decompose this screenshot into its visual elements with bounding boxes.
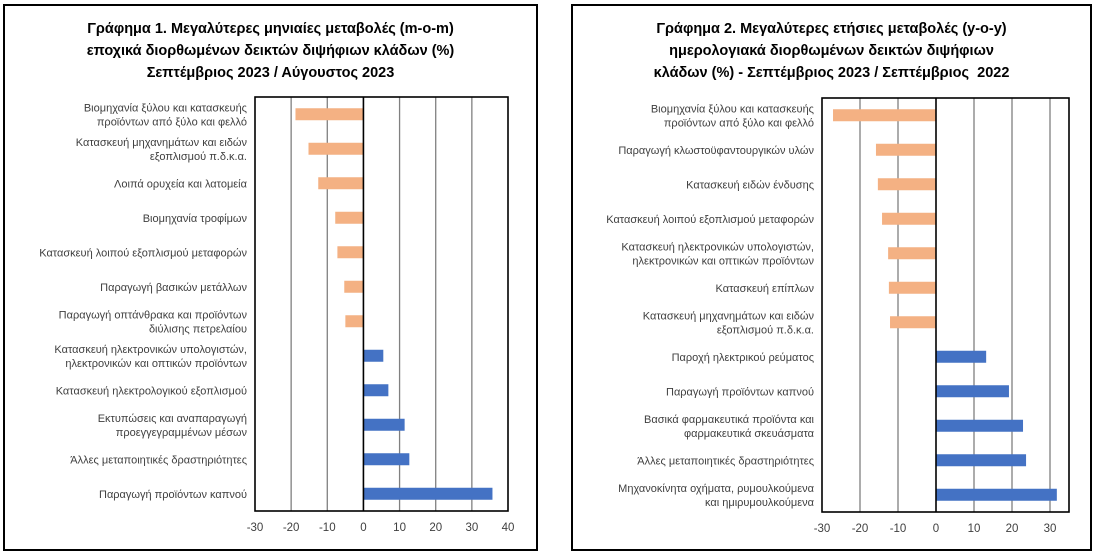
chart-2-plot: -30 -20 -10 0 10 20 30 Βιομηχανία ξύλου και κατ…: [606, 97, 1070, 535]
bar: [882, 212, 936, 225]
chart-2-title-line: ημερολογιακά διορθωμένων δεικτών διψήφιω…: [669, 43, 994, 59]
category-label: Κατασκευή λοιπού εξοπλισμού μεταφορών: [606, 214, 814, 226]
bar: [344, 280, 364, 293]
chart-1-title-line: εποχικά διορθωμένων δεικτών διψήφιων κλά…: [86, 43, 455, 59]
category-label: Κατασκευή ηλεκτρονικών υπολογιστών, ηλεκτ…: [621, 241, 814, 267]
x-tick-label: 10: [968, 523, 981, 535]
bar: [363, 349, 384, 362]
bar: [877, 178, 936, 191]
category-label: Άλλες μεταποιητικές δραστηριότητες: [70, 454, 247, 466]
chart-1-title-line: Σεπτέμβριος 2023 / Αύγουστος 2023: [146, 65, 395, 81]
category-label: Βιομηχανία ξύλου και κατασκευής προϊόντων…: [651, 103, 814, 129]
bar: [936, 488, 1057, 501]
chart-1-title-line: Γράφημα 1. Μεγαλύτερες μηνιαίες μεταβολέ…: [87, 21, 454, 37]
chart-1-title: Γράφημα 1. Μεγαλύτερες μηνιαίες μεταβολέ…: [5, 18, 536, 84]
x-tick-label: 20: [429, 522, 442, 534]
bar: [363, 384, 389, 397]
category-label: Βιομηχανία τροφίμων: [143, 213, 248, 225]
category-label: Κατασκευή λοιπού εξοπλισμού μεταφορών: [39, 247, 247, 259]
category-label: Λοιπά ορυχεία και λατομεία: [114, 178, 248, 190]
bar: [890, 316, 936, 329]
x-tick-label: 20: [1006, 523, 1019, 535]
x-tick-label: -10: [319, 522, 336, 534]
plot-frame: [254, 96, 509, 512]
x-tick-label: 30: [1044, 523, 1057, 535]
chart-1-plot: -30 -20 -10 0 10 20 30 40 Βιομηχανία ξύλου και κ…: [39, 96, 515, 534]
x-tick-label: -30: [814, 523, 831, 535]
category-label: Κατασκευή μηχανημάτων και ειδών εξοπλισμο…: [643, 310, 815, 336]
x-tick-label: 40: [502, 522, 515, 534]
bar: [308, 142, 364, 155]
bar: [936, 419, 1024, 432]
chart-1-panel: Γράφημα 1. Μεγαλύτερες μηνιαίες μεταβολέ…: [3, 4, 538, 551]
plot-frame: [821, 97, 1070, 513]
category-label: Παραγωγή προϊόντων καπνού: [666, 386, 814, 398]
chart-2-title-line: κλάδων (%) - Σεπτέμβριος 2023 / Σεπτέμβρ…: [653, 65, 1010, 81]
category-label: Κατασκευή ηλεκτρονικών υπολογιστών, ηλεκτ…: [54, 344, 247, 370]
bar: [337, 246, 364, 259]
x-tick-label: -30: [247, 522, 264, 534]
category-label: Παραγωγή κλωστοϋφαντουργικών υλών: [618, 145, 814, 157]
category-label: Κατασκευή ηλεκτρολογικού εξοπλισμού: [56, 385, 247, 397]
chart-2-panel: Γράφημα 2. Μεγαλύτερες ετήσιες μεταβολές…: [571, 4, 1092, 551]
bar: [363, 418, 405, 431]
category-label: Κατασκευή επίπλων: [716, 283, 815, 295]
bar: [318, 177, 364, 190]
category-label: Εκτυπώσεις και αναπαραγωγή προεγγεγραμμέν…: [98, 413, 248, 439]
bar: [875, 143, 936, 156]
category-label: Βασικά φαρμακευτικά προϊόντα και φαρμακευ…: [644, 414, 815, 440]
bar: [936, 350, 987, 363]
x-tick-label: 0: [360, 522, 366, 534]
x-tick-label: 0: [933, 523, 939, 535]
bar: [335, 211, 364, 224]
x-tick-label: 10: [393, 522, 406, 534]
bar: [363, 487, 493, 500]
category-label: Παροχή ηλεκτρικού ρεύματος: [672, 352, 814, 364]
category-label: Άλλες μεταποιητικές δραστηριότητες: [637, 455, 814, 467]
bar: [345, 315, 364, 328]
x-tick-label: -10: [890, 523, 907, 535]
category-label: Κατασκευή μηχανημάτων και ειδών εξοπλισμο…: [76, 137, 248, 163]
bar: [295, 108, 364, 121]
x-tick-label: 30: [465, 522, 478, 534]
bar: [833, 109, 936, 122]
category-label: Παραγωγή βασικών μετάλλων: [100, 282, 247, 294]
bar: [888, 281, 936, 294]
bar: [888, 247, 936, 260]
chart-2-title: Γράφημα 2. Μεγαλύτερες ετήσιες μεταβολές…: [573, 18, 1090, 84]
bar: [936, 454, 1027, 467]
x-tick-label: -20: [852, 523, 869, 535]
category-label: Παραγωγή οπτάνθρακα και προϊόντων διύλιση…: [59, 309, 248, 335]
category-label: Παραγωγή προϊόντων καπνού: [99, 489, 247, 501]
category-label: Κατασκευή ειδών ένδυσης: [686, 179, 814, 191]
bar: [936, 385, 1009, 398]
bar: [363, 453, 410, 466]
chart-2-title-line: Γράφημα 2. Μεγαλύτερες ετήσιες μεταβολές…: [656, 21, 1007, 37]
category-label: Βιομηχανία ξύλου και κατασκευής προϊόντων…: [84, 102, 247, 128]
x-tick-label: -20: [283, 522, 300, 534]
category-label: Μηχανοκίνητα οχήματα, ρυμουλκούμενα και η…: [618, 483, 814, 509]
